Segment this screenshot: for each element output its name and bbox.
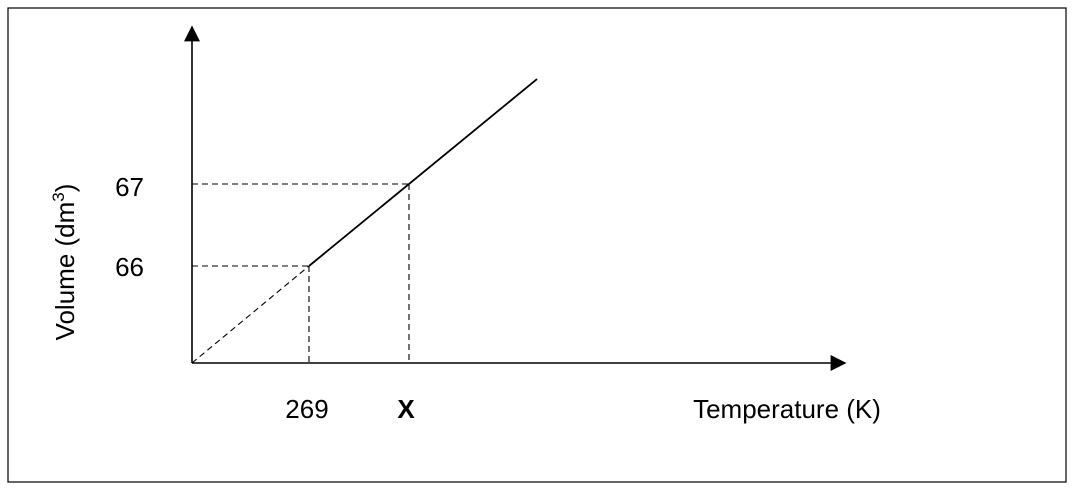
x-axis-title: Temperature (K): [693, 394, 881, 424]
y-tick-label-66: 66: [115, 252, 144, 282]
y-axis-title: Volume (dm3): [49, 184, 80, 341]
plot-layer: [184, 25, 847, 371]
extrapolation-line: [191, 265, 310, 364]
y-axis-title-main: Volume (dm: [50, 202, 80, 341]
x-tick-label-x: X: [397, 394, 415, 424]
frame-border: [7, 7, 1067, 483]
x-tick-label-269: 269: [285, 394, 328, 424]
series-line: [308, 78, 538, 267]
y-axis-title-close: ): [50, 184, 80, 193]
y-axis-title-superscript: 3: [49, 192, 68, 201]
y-tick-label-67: 67: [115, 172, 144, 202]
